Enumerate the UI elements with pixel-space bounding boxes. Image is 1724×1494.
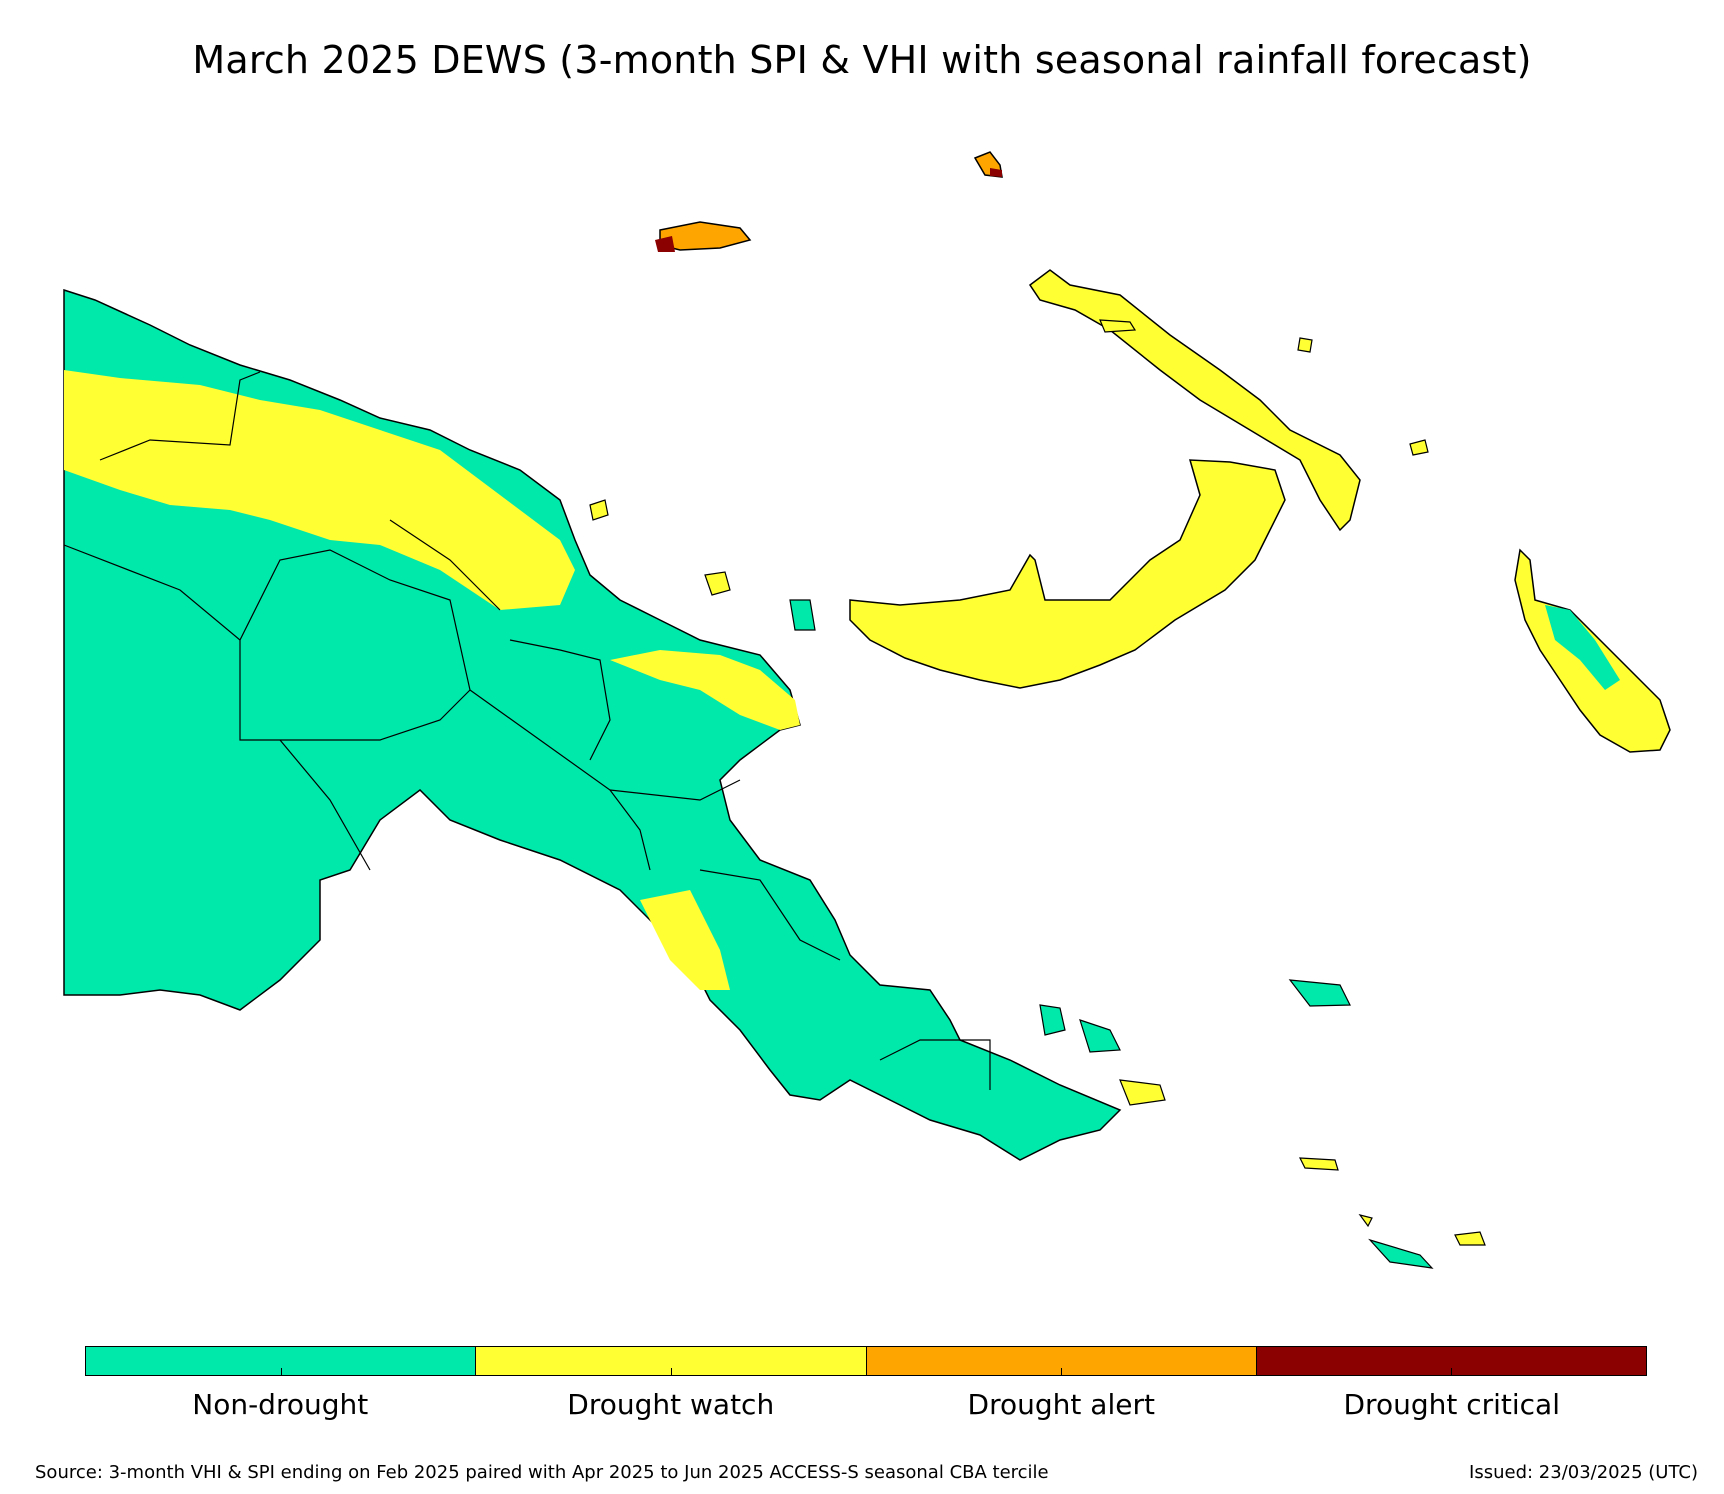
fergusson-island: [1079, 1019, 1121, 1053]
new-hanover: [1099, 319, 1137, 333]
issued-date: Issued: 23/03/2025 (UTC): [1469, 1462, 1698, 1483]
bougainville-nondrought: [1545, 605, 1620, 690]
lihir-island: [1297, 337, 1313, 353]
new-britain: [849, 459, 1286, 689]
source-note: Source: 3-month VHI & SPI ending on Feb …: [35, 1462, 1049, 1483]
legend-labels: Non-drought Drought watch Drought alert …: [85, 1388, 1647, 1421]
north-watch-region: [64, 370, 575, 610]
map-title: March 2025 DEWS (3-month SPI & VHI with …: [192, 38, 1532, 82]
manus-critical: [655, 236, 675, 252]
goodenough-island: [1039, 1004, 1066, 1036]
umboi-island: [789, 599, 816, 631]
legend-swatch-drought-watch: [476, 1347, 867, 1375]
legend-label-drought-watch: Drought watch: [567, 1388, 775, 1421]
louisiade-island: [1358, 1214, 1373, 1228]
karkar-island: [589, 499, 609, 521]
legend-label-non-drought: Non-drought: [192, 1388, 369, 1421]
south-watch-region: [640, 890, 730, 990]
province-borders: [63, 371, 991, 1090]
normanby-island: [1119, 1079, 1166, 1106]
legend-swatch-drought-critical: [1256, 1347, 1646, 1375]
misima-island: [1368, 1238, 1434, 1269]
legend-swatch-drought-alert: [866, 1347, 1257, 1375]
legend-swatch-non-drought: [86, 1347, 477, 1375]
tanga-island: [1409, 439, 1429, 456]
new-ireland: [1028, 269, 1361, 532]
rossel-island: [1454, 1231, 1486, 1246]
legend-colorbar: [85, 1346, 1647, 1376]
legend-label-drought-critical: Drought critical: [1343, 1388, 1560, 1421]
woodlark-island: [1299, 1157, 1339, 1171]
trobriand-island: [1288, 979, 1351, 1007]
east-watch-region: [610, 650, 800, 730]
northern-atoll-critical: [990, 168, 1002, 177]
legend-label-drought-alert: Drought alert: [967, 1388, 1155, 1421]
long-island: [704, 571, 731, 596]
